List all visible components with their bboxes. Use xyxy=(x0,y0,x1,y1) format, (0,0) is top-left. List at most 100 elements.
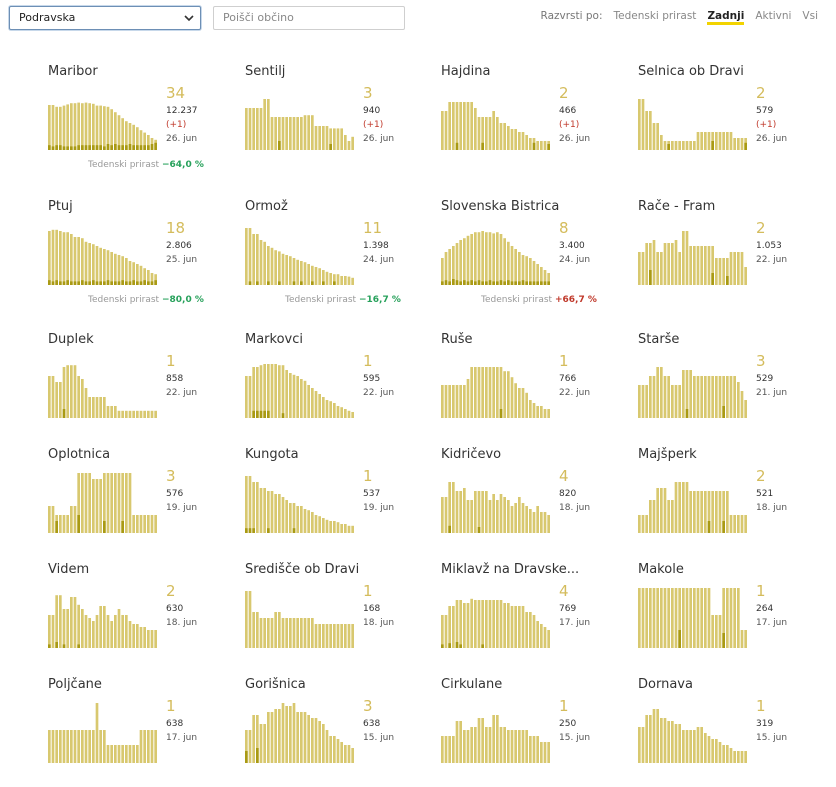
increase-value: (+1) xyxy=(559,120,580,130)
bar xyxy=(737,588,740,648)
bar xyxy=(678,385,681,418)
bar xyxy=(674,724,678,763)
bar xyxy=(744,751,747,763)
bar xyxy=(307,510,310,533)
bar xyxy=(259,365,263,418)
bar xyxy=(492,367,495,418)
municipality-card[interactable]: Šentilj 3 940 (+1) 26. jun xyxy=(245,64,415,174)
municipality-card[interactable]: Hajdina 2 466 (+1) 26. jun xyxy=(441,64,611,174)
sort-option-latest[interactable]: Zadnji xyxy=(707,10,745,25)
bar xyxy=(70,365,73,418)
municipality-card[interactable]: Majšperk 2 521 18. jun xyxy=(638,447,808,557)
municipality-card[interactable]: Markovci 1 595 22. jun xyxy=(245,332,415,442)
bar xyxy=(733,138,736,150)
bar xyxy=(311,512,314,533)
bar xyxy=(678,252,681,285)
municipality-card[interactable]: Središče ob Dravi 1 168 18. jun xyxy=(245,562,415,672)
municipality-name: Duplek xyxy=(48,332,94,347)
sparkline-bar-chart xyxy=(638,99,747,150)
bar xyxy=(444,252,448,285)
bar xyxy=(667,588,670,648)
bar-dark xyxy=(547,281,550,285)
bar-dark xyxy=(532,142,536,150)
bar-dark xyxy=(499,280,503,285)
municipality-card[interactable]: Miklavž na Dravske... 4 769 17. jun xyxy=(441,562,611,672)
bar xyxy=(474,727,477,763)
bar-dark xyxy=(278,141,281,150)
municipality-card[interactable]: Kidričevo 4 820 18. jun xyxy=(441,447,611,557)
municipality-name: Oplotnica xyxy=(48,447,111,462)
bar-dark xyxy=(51,281,55,285)
bar-dark xyxy=(496,281,499,285)
bar xyxy=(256,482,259,533)
municipality-card[interactable]: Videm 2 630 18. jun xyxy=(48,562,218,672)
bar xyxy=(518,388,521,418)
municipality-card[interactable]: Duplek 1 858 22. jun xyxy=(48,332,218,442)
sort-option-active[interactable]: Aktivni xyxy=(755,10,792,22)
bar xyxy=(667,500,670,533)
bar xyxy=(652,376,656,418)
bar xyxy=(507,371,510,418)
bar-dark xyxy=(77,644,80,648)
sparkline-bar-chart xyxy=(441,715,550,763)
municipality-card[interactable]: Starše 3 529 21. jun xyxy=(638,332,808,442)
date-label: 15. jun xyxy=(559,733,591,743)
bar xyxy=(62,367,66,418)
bar xyxy=(536,736,539,763)
municipality-card[interactable]: Makole 1 264 17. jun xyxy=(638,562,808,672)
bar xyxy=(128,621,132,648)
bar xyxy=(99,606,102,648)
municipality-name: Markovci xyxy=(245,332,303,347)
municipality-card[interactable]: Ruše 1 766 22. jun xyxy=(441,332,611,442)
municipality-card[interactable]: Kungota 1 537 19. jun xyxy=(245,447,415,557)
bar xyxy=(70,103,73,150)
municipality-card[interactable]: Slovenska Bistrica 8 3.400 24. jun Tedenski … xyxy=(441,199,611,309)
municipality-card[interactable]: Ptuj 18 2.806 25. jun Tedenski prirast −80,0… xyxy=(48,199,218,309)
municipality-card[interactable]: Maribor 34 12.237 (+1) 26. jun Tedenski prira… xyxy=(48,64,218,174)
bar xyxy=(678,141,681,150)
bar-dark xyxy=(245,528,248,533)
bar xyxy=(132,515,135,533)
bar xyxy=(463,603,466,648)
municipality-card[interactable]: Dornava 1 319 15. jun xyxy=(638,677,808,787)
bar xyxy=(128,745,132,763)
latest-value: 1 xyxy=(363,582,373,600)
sparkline-bar-chart xyxy=(638,482,747,533)
bar xyxy=(696,491,700,533)
bar xyxy=(492,600,495,648)
latest-value: 2 xyxy=(756,467,766,485)
bar xyxy=(252,482,255,533)
bar xyxy=(452,385,455,418)
bar xyxy=(48,231,51,285)
bar-dark xyxy=(48,145,51,150)
total-value: 769 xyxy=(559,604,577,614)
total-value: 820 xyxy=(559,489,577,499)
sort-option-weekly-growth[interactable]: Tedenski prirast xyxy=(613,10,697,22)
municipality-card[interactable]: Gorišnica 3 638 15. jun xyxy=(245,677,415,787)
municipality-card[interactable]: Selnica ob Dravi 2 579 (+1) 26. jun xyxy=(638,64,808,174)
weekly-growth-value: −80,0 % xyxy=(161,295,204,305)
bar xyxy=(267,99,270,150)
latest-value: 4 xyxy=(559,582,569,600)
municipality-card[interactable]: Ormož 11 1.398 24. jun Tedenski prirast −16,… xyxy=(245,199,415,309)
bar-dark xyxy=(92,145,95,150)
municipality-card[interactable]: Oplotnica 3 576 19. jun xyxy=(48,447,218,557)
bar xyxy=(514,129,517,150)
bar-dark xyxy=(114,144,117,150)
bar xyxy=(441,111,444,150)
sort-option-all[interactable]: Vsi xyxy=(802,10,818,22)
latest-value: 1 xyxy=(166,697,176,715)
bar xyxy=(62,730,66,763)
bar xyxy=(740,252,744,285)
municipality-card[interactable]: Cirkulane 1 250 15. jun xyxy=(441,677,611,787)
bar xyxy=(696,588,700,648)
municipality-card[interactable]: Poljčane 1 638 17. jun xyxy=(48,677,218,787)
municipality-card[interactable]: Rače - Fram 2 1.053 22. jun xyxy=(638,199,808,309)
search-input[interactable]: Poišči občino xyxy=(213,6,405,30)
bar xyxy=(503,123,506,150)
bar xyxy=(510,377,514,418)
bar xyxy=(455,600,459,648)
region-select[interactable]: Podravska xyxy=(9,6,201,30)
bar xyxy=(441,497,444,533)
bar xyxy=(300,379,303,418)
